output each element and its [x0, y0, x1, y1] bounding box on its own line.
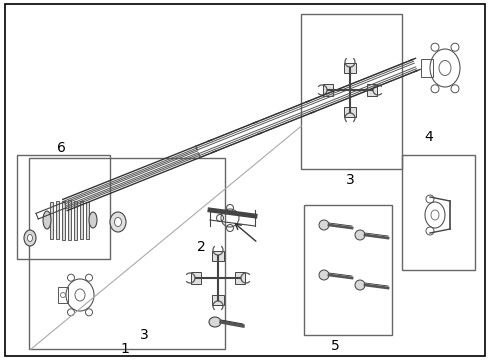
Ellipse shape	[355, 230, 365, 240]
Bar	[235, 272, 245, 284]
Ellipse shape	[319, 220, 329, 230]
Text: 5: 5	[331, 339, 340, 352]
Ellipse shape	[319, 270, 329, 280]
Bar	[79, 201, 82, 239]
Text: 3: 3	[346, 173, 355, 187]
Bar	[49, 202, 52, 238]
Bar	[421, 59, 433, 77]
Bar	[55, 201, 58, 239]
Bar	[29, 158, 225, 349]
Ellipse shape	[43, 211, 51, 229]
Bar	[344, 63, 356, 73]
Bar	[85, 202, 89, 238]
Bar	[344, 107, 356, 117]
Bar	[191, 272, 201, 284]
Text: 4: 4	[424, 130, 433, 144]
Bar	[74, 201, 76, 239]
Bar	[68, 200, 71, 240]
Ellipse shape	[355, 280, 365, 290]
Bar	[323, 84, 333, 96]
Bar	[212, 251, 224, 261]
Ellipse shape	[209, 317, 221, 327]
Ellipse shape	[89, 212, 97, 228]
Bar	[301, 14, 402, 169]
Bar	[212, 295, 224, 305]
Ellipse shape	[27, 234, 32, 242]
Bar	[17, 155, 110, 259]
Text: 1: 1	[121, 342, 129, 356]
Text: 3: 3	[140, 328, 149, 342]
Bar	[402, 155, 475, 270]
Ellipse shape	[24, 230, 36, 246]
Bar	[304, 205, 392, 335]
Bar	[367, 84, 377, 96]
Ellipse shape	[110, 212, 126, 232]
Ellipse shape	[115, 217, 122, 226]
Text: 6: 6	[57, 141, 66, 154]
Bar	[58, 287, 68, 303]
Text: 2: 2	[196, 240, 205, 253]
Bar	[62, 201, 65, 239]
